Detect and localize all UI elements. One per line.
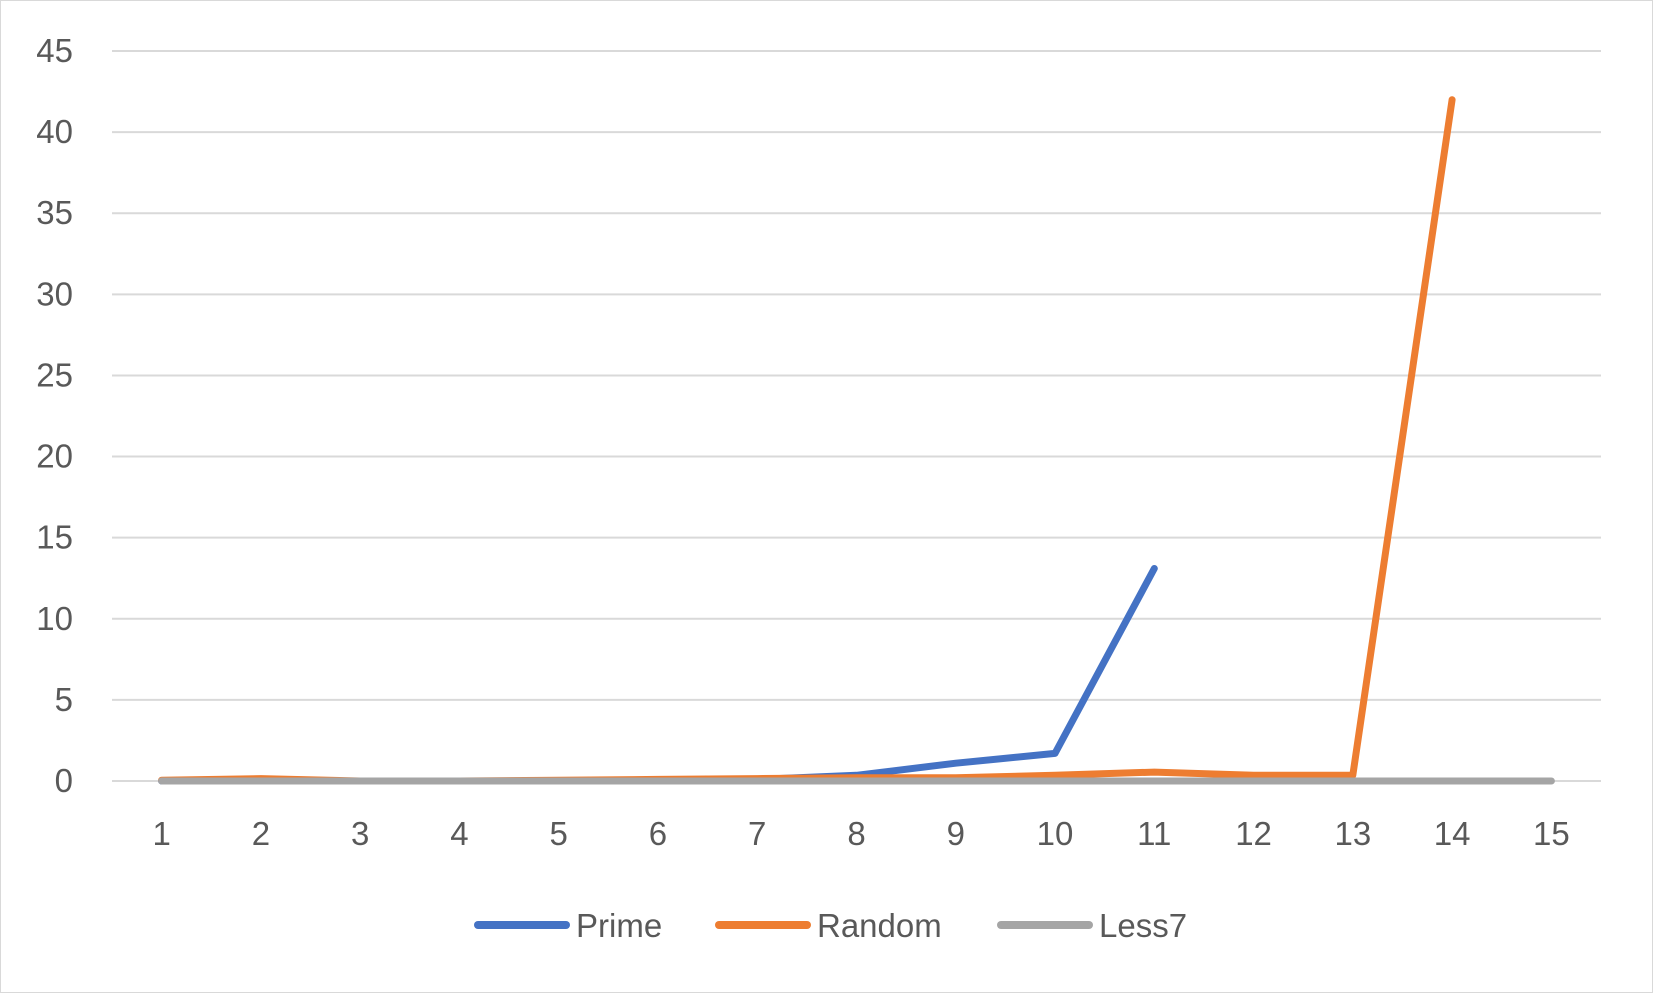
y-tick-label: 20 — [36, 438, 73, 475]
series-line-random — [158, 96, 1456, 785]
legend-label: Random — [817, 907, 942, 944]
x-tick-label: 8 — [847, 815, 865, 852]
x-tick-label: 2 — [252, 815, 270, 852]
x-axis-tick-labels: 1 2 3 4 5 6 7 8 9 10 11 12 13 14 15 — [152, 815, 1569, 852]
y-tick-label: 40 — [36, 113, 73, 150]
x-tick-label: 5 — [550, 815, 568, 852]
x-tick-label: 7 — [748, 815, 766, 852]
x-tick-label: 11 — [1137, 815, 1171, 852]
x-tick-label: 15 — [1533, 815, 1570, 852]
x-tick-label: 10 — [1037, 815, 1074, 852]
legend-item-prime: Prime — [474, 907, 662, 944]
legend: Prime Random Less7 — [474, 907, 1187, 944]
y-tick-label: 5 — [55, 681, 73, 718]
x-tick-label: 9 — [947, 815, 965, 852]
y-tick-label: 35 — [36, 194, 73, 231]
legend-label: Prime — [576, 907, 662, 944]
legend-label: Less7 — [1099, 907, 1187, 944]
x-tick-label: 13 — [1334, 815, 1371, 852]
x-tick-label: 12 — [1235, 815, 1272, 852]
x-tick-label: 1 — [152, 815, 170, 852]
y-tick-label: 30 — [36, 275, 73, 312]
gridlines — [112, 50, 1601, 782]
y-tick-label: 25 — [36, 356, 73, 393]
legend-item-less7: Less7 — [997, 907, 1187, 944]
y-tick-label: 10 — [36, 600, 73, 637]
x-tick-label: 4 — [450, 815, 468, 852]
x-tick-label: 3 — [351, 815, 369, 852]
series-lines — [158, 96, 1555, 785]
y-tick-label: 0 — [55, 762, 73, 799]
series-line-prime — [158, 565, 1158, 785]
x-tick-label: 14 — [1434, 815, 1471, 852]
y-tick-label: 45 — [36, 32, 73, 69]
x-tick-label: 6 — [649, 815, 667, 852]
y-tick-label: 15 — [36, 519, 73, 556]
legend-item-random: Random — [715, 907, 942, 944]
y-axis-tick-labels: 0 5 10 15 20 25 30 35 40 45 — [36, 32, 73, 799]
